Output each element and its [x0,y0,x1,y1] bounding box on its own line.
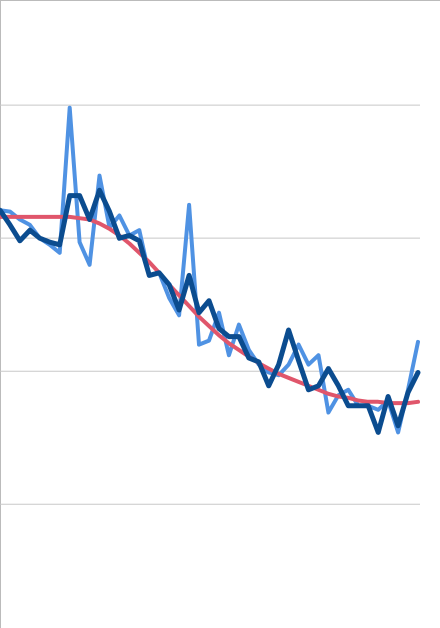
line-series [0,187,421,435]
line-series [0,105,420,435]
line-series [0,214,420,406]
